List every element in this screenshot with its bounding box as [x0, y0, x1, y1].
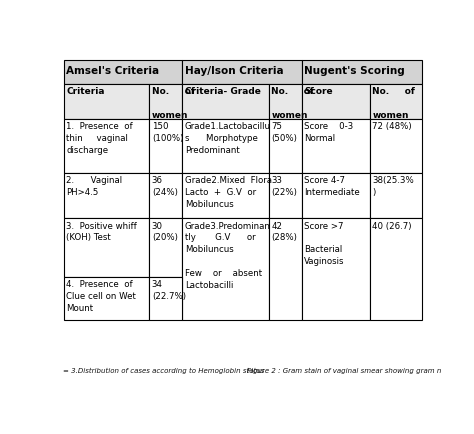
- Bar: [370, 218, 422, 320]
- Text: 75
(50%): 75 (50%): [271, 122, 297, 143]
- Bar: [301, 60, 422, 84]
- Bar: [182, 119, 269, 173]
- Bar: [182, 173, 269, 218]
- Text: 30
(20%): 30 (20%): [152, 221, 178, 242]
- Text: 33
(22%): 33 (22%): [271, 176, 297, 197]
- Text: Amsel's Criteria: Amsel's Criteria: [66, 66, 159, 76]
- Text: No.     of

women: No. of women: [271, 87, 314, 120]
- Text: 1.  Presence  of
thin     vaginal
discharge: 1. Presence of thin vaginal discharge: [66, 122, 133, 155]
- Bar: [182, 60, 301, 84]
- Bar: [269, 218, 301, 320]
- Bar: [64, 119, 149, 173]
- Text: Score    0-3
Normal: Score 0-3 Normal: [304, 122, 354, 143]
- Text: 150
(100%): 150 (100%): [152, 122, 183, 143]
- Bar: [64, 84, 149, 119]
- Bar: [64, 60, 182, 84]
- Bar: [269, 84, 301, 119]
- Bar: [269, 173, 301, 218]
- Bar: [64, 218, 149, 276]
- Text: Hay/Ison Criteria: Hay/Ison Criteria: [185, 66, 283, 76]
- Bar: [370, 173, 422, 218]
- Bar: [182, 84, 269, 119]
- Bar: [149, 276, 182, 320]
- Bar: [370, 119, 422, 173]
- Bar: [301, 173, 370, 218]
- Bar: [301, 218, 370, 320]
- Text: 38(25.3%
): 38(25.3% ): [372, 176, 414, 197]
- Bar: [149, 119, 182, 173]
- Bar: [370, 84, 422, 119]
- Bar: [64, 173, 149, 218]
- Text: 40 (26.7): 40 (26.7): [372, 221, 412, 230]
- Bar: [149, 173, 182, 218]
- Text: Figure 2 : Gram stain of vaginal smear showing gram n: Figure 2 : Gram stain of vaginal smear s…: [246, 368, 441, 374]
- Text: 2.      Vaginal
PH>4.5: 2. Vaginal PH>4.5: [66, 176, 122, 197]
- Text: 4.  Presence  of
Clue cell on Wet
Mount: 4. Presence of Clue cell on Wet Mount: [66, 280, 136, 312]
- Bar: [149, 84, 182, 119]
- Text: Criteria: Criteria: [66, 87, 105, 96]
- Text: 72 (48%): 72 (48%): [372, 122, 412, 131]
- Text: Score >7

Bacterial
Vaginosis: Score >7 Bacterial Vaginosis: [304, 221, 345, 266]
- Text: 34
(22.7%): 34 (22.7%): [152, 280, 186, 301]
- Bar: [301, 84, 370, 119]
- Text: 36
(24%): 36 (24%): [152, 176, 178, 197]
- Text: 42
(28%): 42 (28%): [271, 221, 297, 242]
- Bar: [182, 218, 269, 320]
- Bar: [149, 218, 182, 276]
- Text: 3.  Positive whiff
(KOH) Test: 3. Positive whiff (KOH) Test: [66, 221, 137, 242]
- Text: = 3.Distribution of cases according to Hemoglobin status: = 3.Distribution of cases according to H…: [63, 368, 264, 374]
- Text: Grade1.Lactobacillu
s      Morphotype
Predominant: Grade1.Lactobacillu s Morphotype Predomi…: [185, 122, 271, 155]
- Text: Criteria- Grade: Criteria- Grade: [185, 87, 261, 96]
- Text: Score 4-7
Intermediate: Score 4-7 Intermediate: [304, 176, 360, 197]
- Bar: [64, 276, 149, 320]
- Bar: [269, 119, 301, 173]
- Text: Score: Score: [304, 87, 333, 96]
- Text: Nugent's Scoring: Nugent's Scoring: [304, 66, 405, 76]
- Text: Grade3.Predominan
tly       G.V      or
Mobiluncus

Few    or    absent
Lactobac: Grade3.Predominan tly G.V or Mobiluncus …: [185, 221, 271, 289]
- Text: No.     of

women: No. of women: [152, 87, 195, 120]
- Bar: [301, 119, 370, 173]
- Text: Grade2.Mixed  Flora
Lacto  +  G.V  or
Mobiluncus: Grade2.Mixed Flora Lacto + G.V or Mobilu…: [185, 176, 272, 209]
- Text: No.     of

women: No. of women: [372, 87, 415, 120]
